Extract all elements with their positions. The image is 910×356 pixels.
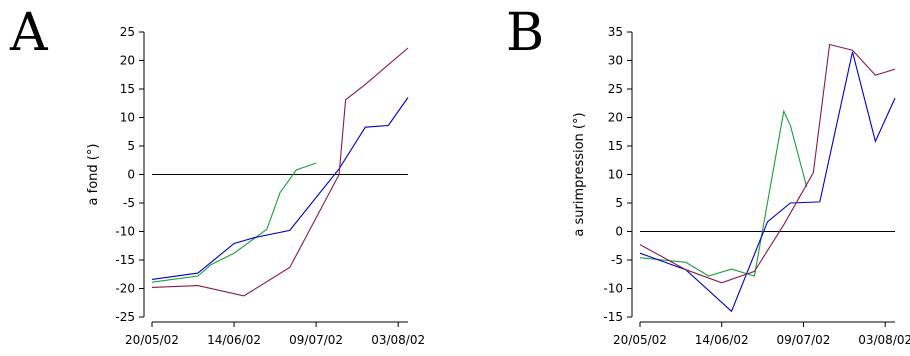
y-tick-label: 5 — [615, 196, 623, 210]
y-tick-label: 25 — [120, 25, 135, 39]
series-line-3 — [640, 45, 895, 283]
y-tick-label: 0 — [615, 225, 623, 239]
y-tick-label: 5 — [127, 139, 135, 153]
x-tick-label: 03/08/02 — [371, 333, 425, 347]
y-tick-label: 15 — [120, 82, 135, 96]
y-tick-label: -15 — [115, 253, 135, 267]
y-tick-label: -20 — [115, 282, 135, 296]
y-tick-label: -10 — [603, 282, 623, 296]
y-tick-label: 20 — [608, 111, 623, 125]
y-tick-label: 35 — [608, 25, 623, 39]
y-axis-label: a fond (°) — [86, 144, 101, 206]
y-tick-label: -10 — [115, 225, 135, 239]
y-tick-label: 15 — [608, 139, 623, 153]
y-tick-label: 20 — [120, 54, 135, 68]
y-tick-label: 0 — [127, 168, 135, 182]
y-tick-label: 30 — [608, 54, 623, 68]
x-tick-label: 09/07/02 — [289, 333, 343, 347]
x-tick-label: 20/05/02 — [125, 333, 179, 347]
y-tick-label: 10 — [120, 111, 135, 125]
x-tick-label: 14/06/02 — [207, 333, 261, 347]
y-tick-label: -15 — [603, 310, 623, 324]
y-tick-label: -5 — [123, 196, 135, 210]
x-tick-label: 03/08/02 — [858, 333, 910, 347]
series-line-3 — [152, 48, 408, 296]
y-tick-label: 25 — [608, 82, 623, 96]
y-tick-label: -25 — [115, 310, 135, 324]
panel-b: B a surimpression (°) -15 -10 -5 0 5 10 15 20 25… — [506, 3, 910, 347]
x-tick-label: 09/07/02 — [777, 333, 831, 347]
panel-label: B — [506, 3, 544, 63]
series-line-2 — [640, 52, 895, 311]
y-tick-label: 10 — [608, 168, 623, 182]
series-line-1 — [640, 111, 807, 276]
x-tick-label: 14/06/02 — [695, 333, 749, 347]
y-axis-label: a surimpression (°) — [572, 112, 587, 236]
x-tick-label: 20/05/02 — [613, 333, 667, 347]
panel-a: A a fond (°) -25 -20 -15 -10 -5 0 5 10 15 20 25 20/… — [9, 3, 425, 347]
panel-label: A — [9, 3, 49, 63]
y-tick-label: -5 — [611, 253, 623, 267]
series-line-2 — [152, 98, 408, 280]
